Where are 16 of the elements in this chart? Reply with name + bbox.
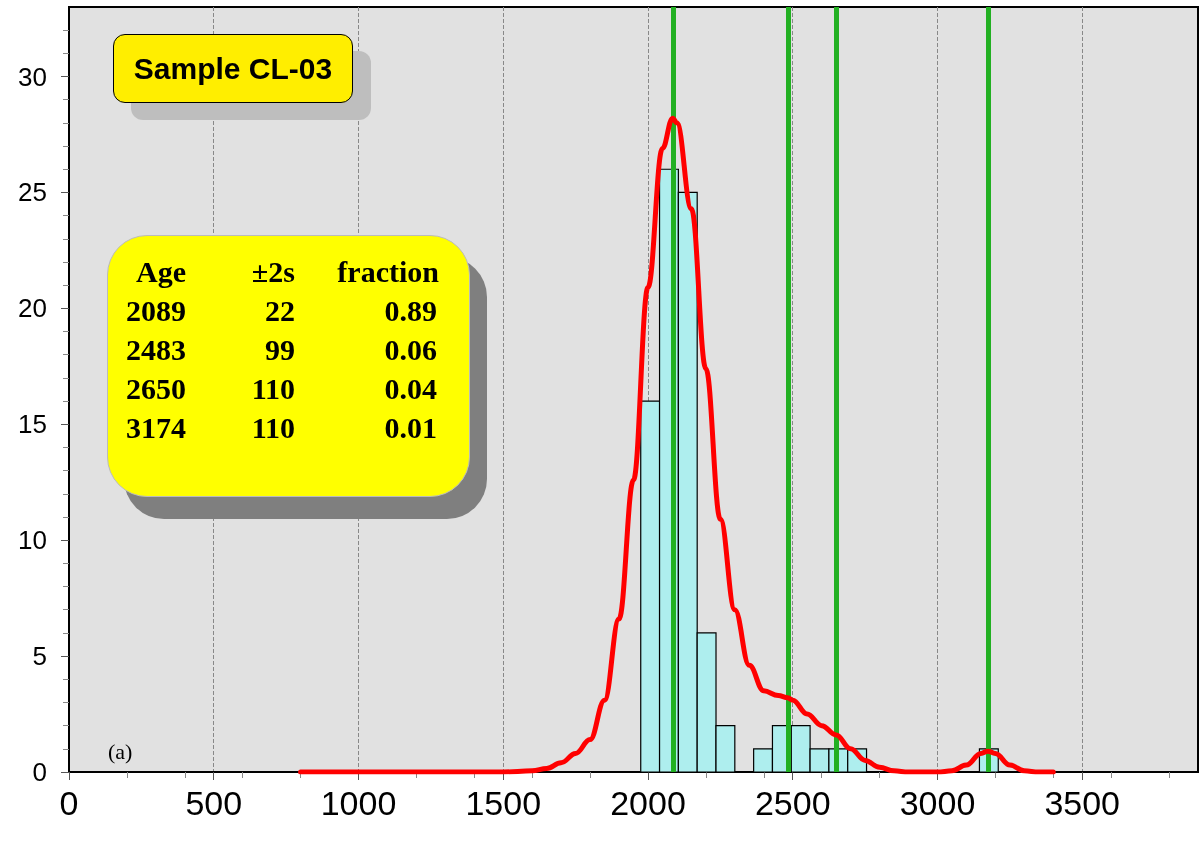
x-tick-label: 2500 [754, 784, 831, 822]
x-tick-label: 1500 [465, 784, 542, 822]
x-tick-label: 1000 [320, 784, 397, 822]
y-tick-label: 20 [18, 293, 47, 324]
x-tick-label: 3500 [1044, 784, 1121, 822]
annotation: (a) [108, 738, 133, 764]
y-tick-label: 10 [18, 525, 47, 556]
y-tick-label: 15 [18, 409, 47, 440]
x-tick-label: 500 [185, 784, 243, 822]
y-tick-label: 5 [32, 641, 47, 672]
x-tick-label: 2000 [610, 784, 686, 822]
y-tick-label: 25 [18, 177, 47, 208]
x-tick-label: 3000 [899, 784, 976, 822]
x-tick-label: 0 [59, 784, 79, 822]
y-tick-label: 30 [18, 61, 47, 92]
y-tick-label: 0 [32, 757, 47, 787]
